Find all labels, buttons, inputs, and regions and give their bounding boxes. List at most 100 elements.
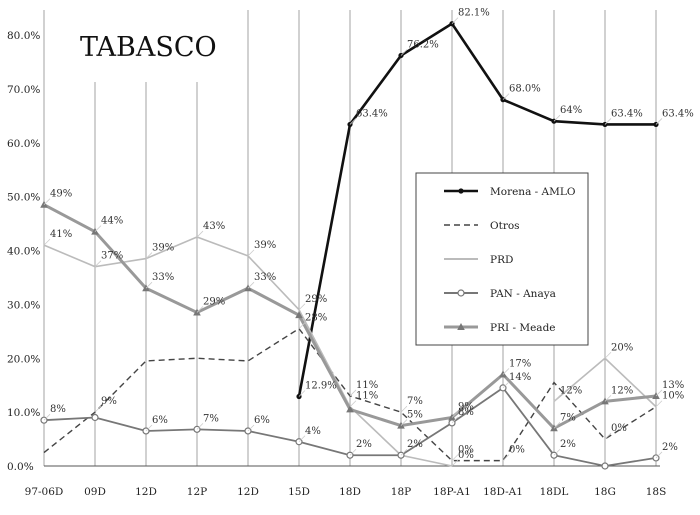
x-tick-label: 09D [84, 486, 106, 498]
data-label: 20% [611, 342, 633, 353]
legend-label: PRI - Meade [490, 322, 556, 334]
label-leader [655, 400, 663, 408]
x-tick-label: 18S [646, 486, 667, 498]
label-leader [502, 93, 510, 100]
data-label: 6% [152, 415, 168, 426]
data-label: 14% [509, 372, 531, 383]
data-label: 68.0% [509, 84, 541, 95]
label-leader [451, 416, 459, 424]
label-leader [349, 389, 357, 397]
label-leader [196, 230, 204, 238]
legend-marker [457, 289, 465, 297]
data-label: 64% [560, 105, 582, 116]
label-leader [553, 395, 561, 402]
label-leader [400, 49, 408, 56]
data-label: 29% [203, 296, 225, 307]
label-leader [451, 17, 459, 24]
label-leader [94, 260, 102, 267]
label-leader [451, 411, 459, 418]
data-label: 0% [611, 423, 627, 434]
data-label: 63.4% [611, 108, 643, 119]
y-tick-label: 0.0% [7, 461, 34, 473]
label-leader [43, 413, 51, 421]
legend-item: PAN - Anaya [444, 288, 556, 300]
label-leader [298, 322, 306, 329]
label-leader [196, 306, 204, 313]
data-label: 63.4% [356, 108, 388, 119]
data-label: 4% [305, 426, 321, 437]
legend-label: PRD [490, 254, 513, 266]
data-label: 2% [407, 439, 423, 450]
data-label: 44% [101, 216, 123, 227]
data-label: 7% [560, 412, 576, 423]
label-leader [400, 419, 408, 426]
label-leader [145, 252, 153, 259]
data-label: 7% [407, 396, 423, 407]
label-leader [298, 390, 306, 397]
label-leader [604, 395, 612, 402]
data-point [346, 405, 354, 413]
x-tick-label: 18DL [540, 486, 569, 498]
data-label: 0% [458, 450, 474, 461]
legend-label: PAN - Anaya [490, 288, 556, 300]
label-leader [247, 281, 255, 289]
label-leader [502, 381, 510, 389]
data-label: 12% [611, 385, 633, 396]
label-leader [298, 303, 306, 311]
y-tick-label: 60.0% [7, 138, 40, 150]
y-tick-label: 20.0% [7, 353, 40, 365]
label-leader [145, 281, 153, 289]
data-label: 2% [356, 439, 372, 450]
legend: Morena - AMLO Otros PRD PAN - Anaya PRI - Me… [415, 172, 589, 346]
data-label: 9% [101, 396, 117, 407]
data-label: 2% [662, 442, 678, 453]
data-label: 8% [458, 407, 474, 418]
legend-marker [458, 188, 464, 194]
data-point [295, 311, 303, 319]
label-leader [655, 451, 663, 459]
label-leader [553, 422, 561, 429]
label-leader [349, 400, 357, 408]
y-tick-label: 80.0% [7, 30, 40, 42]
x-tick-label: 12D [135, 486, 157, 498]
legend-item: PRI - Meade [444, 322, 556, 334]
x-tick-label: 18G [594, 486, 616, 498]
label-leader [247, 249, 255, 257]
label-leader [349, 118, 357, 125]
data-label: 6% [254, 415, 270, 426]
x-axis-ticks: 97-06D 09D 12D 12P 12D 15D 18D 18P 18P-A1 18D-A1 1… [25, 486, 667, 498]
legend-item: Otros [444, 220, 520, 232]
y-tick-label: 10.0% [7, 407, 40, 419]
label-leader [451, 454, 459, 461]
data-label: 5% [407, 410, 423, 421]
y-tick-label: 40.0% [7, 246, 40, 258]
label-leader [400, 448, 408, 456]
label-leader [349, 448, 357, 456]
data-label: 12% [560, 385, 582, 396]
label-leader [502, 454, 510, 461]
label-leader [145, 424, 153, 432]
data-label: 17% [509, 358, 531, 369]
label-leader [502, 368, 510, 375]
x-tick-label: 18P-A1 [433, 486, 471, 498]
data-label: 43% [203, 221, 225, 232]
data-label: 82.1% [458, 8, 490, 19]
data-label: 33% [152, 272, 174, 283]
legend-label: Otros [490, 220, 520, 232]
x-tick-label: 18D-A1 [483, 486, 523, 498]
legend-marker [457, 323, 465, 330]
data-label: 63.4% [662, 108, 694, 119]
series-line [297, 21, 656, 397]
label-leader [451, 459, 459, 467]
label-leader [298, 435, 306, 443]
x-tick-label: 15D [288, 486, 310, 498]
data-label: 49% [50, 189, 72, 200]
label-leader [604, 351, 612, 359]
data-label: 28% [305, 313, 327, 324]
y-axis-ticks: 0.0% 10.0% 20.0% 30.0% 40.0% 50.0% 60.0% 70.0% 8… [7, 30, 40, 473]
data-label: 41% [50, 229, 72, 240]
label-leader [553, 114, 561, 122]
data-label: 8% [50, 404, 66, 415]
data-label: 39% [152, 243, 174, 254]
